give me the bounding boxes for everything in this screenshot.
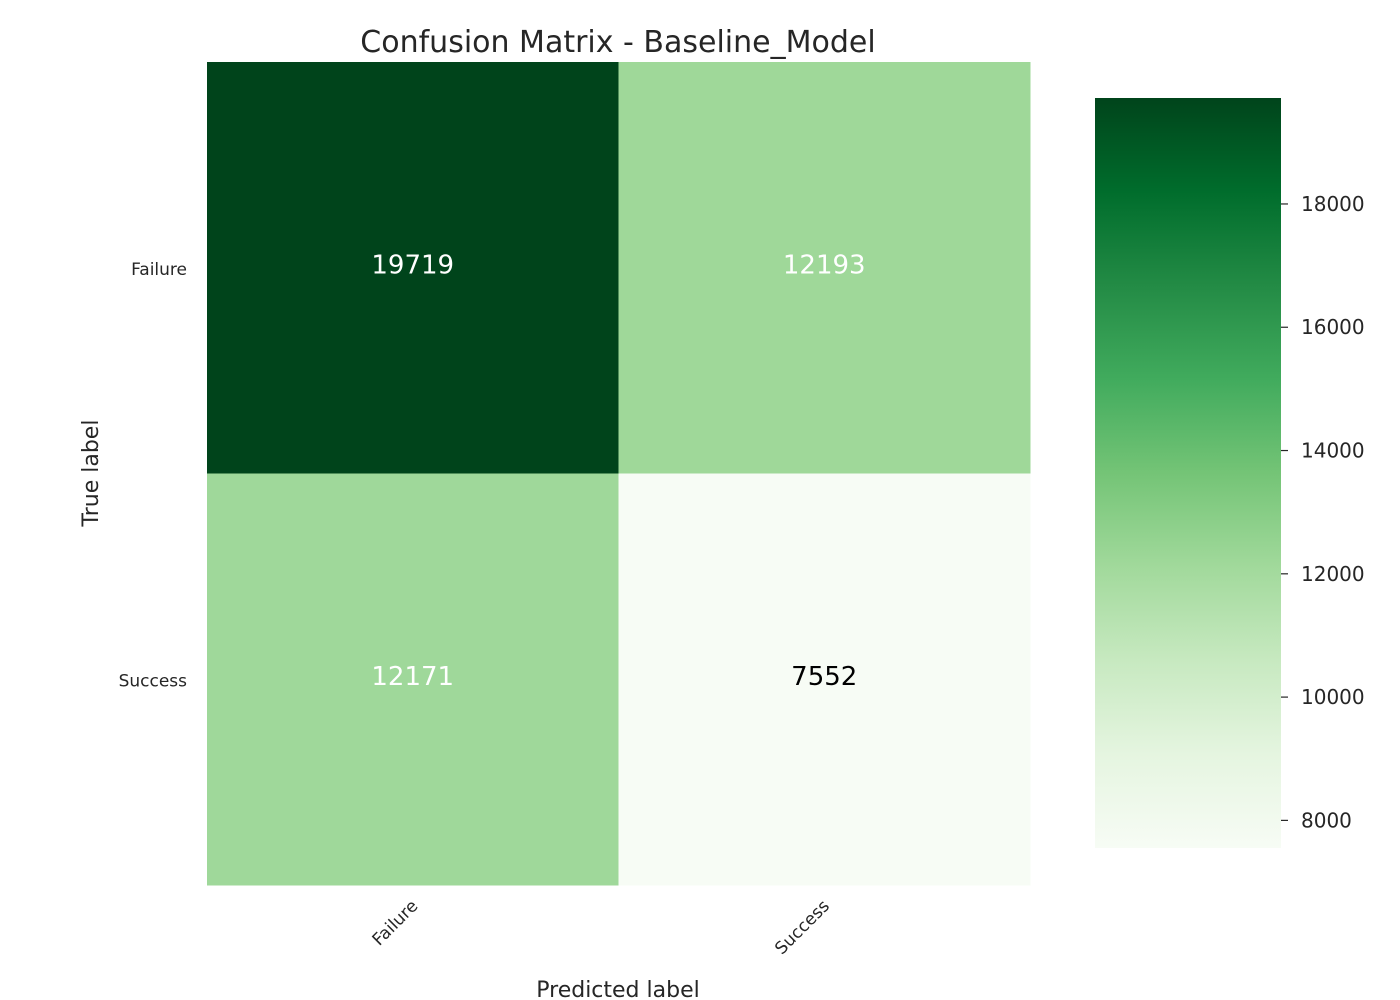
colorbar-tick-label: 16000 <box>1301 315 1365 339</box>
x-axis-tick-labels: Failure Success <box>369 896 834 959</box>
heatmap-cell-label: 19719 <box>371 250 454 280</box>
x-axis-label: Predicted label <box>536 978 699 1000</box>
heatmap-cell <box>618 62 1031 474</box>
x-tick-label: Success <box>771 896 834 959</box>
chart-title: Confusion Matrix - Baseline_Model <box>360 25 875 60</box>
heatmap-cell-label: 12193 <box>783 250 866 280</box>
heatmap-cell <box>207 62 619 474</box>
heatmap-cell-labels: 19719 12193 12171 7552 <box>371 250 865 692</box>
y-tick-label: Success <box>119 671 188 691</box>
colorbar-tick-label: 18000 <box>1301 192 1365 216</box>
heatmap-cell-label: 12171 <box>371 662 454 692</box>
heatmap-cell-label: 7552 <box>791 662 857 692</box>
x-tick-label: Failure <box>369 896 423 950</box>
y-tick-label: Failure <box>131 260 187 280</box>
colorbar-tick-label: 12000 <box>1301 562 1365 586</box>
heatmap-cell <box>618 473 1031 886</box>
colorbar-tick-label: 14000 <box>1301 439 1365 463</box>
y-axis-label: True label <box>79 420 104 528</box>
heatmap-cell <box>207 473 619 886</box>
colorbar <box>1095 98 1281 848</box>
colorbar-ticks: 8000 10000 12000 14000 16000 18000 <box>1281 192 1365 832</box>
y-axis-tick-labels: Failure Success <box>119 260 188 692</box>
colorbar-tick-label: 8000 <box>1301 808 1352 832</box>
heatmap-cells <box>207 62 1031 886</box>
colorbar-tick-label: 10000 <box>1301 685 1365 709</box>
